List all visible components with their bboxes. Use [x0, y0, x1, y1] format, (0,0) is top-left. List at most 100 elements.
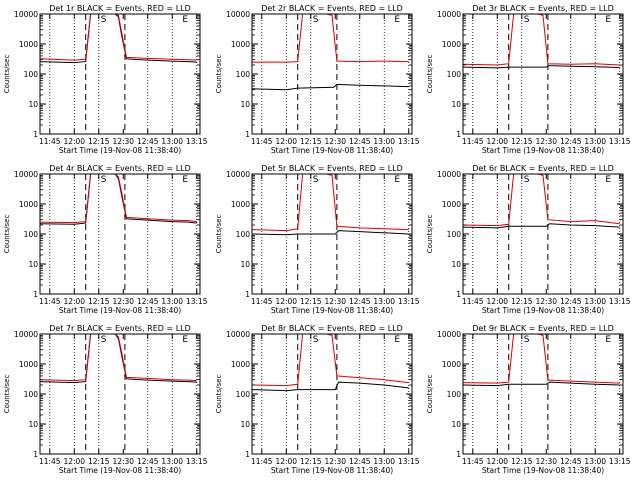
x-tick-label: 11:45: [251, 457, 273, 466]
x-tick-label: 12:00: [275, 137, 297, 146]
panel-title: Det 8r BLACK = Events, RED = LLD: [261, 324, 403, 333]
y-tick-label: 10: [451, 100, 461, 109]
y-tick-label: 10: [28, 100, 38, 109]
x-tick-label: 12:00: [486, 297, 508, 306]
lld-series: [40, 14, 197, 61]
y-tick-label: 1: [456, 450, 461, 459]
y-axis-label: Counts/sec: [3, 375, 11, 414]
lld-series: [252, 14, 409, 63]
panel-title: Det 6r BLACK = Events, RED = LLD: [472, 164, 614, 173]
y-tick-label: 100: [447, 230, 462, 239]
y-tick-label: 1: [33, 130, 38, 139]
y-tick-label: 10: [28, 420, 38, 429]
x-tick-label: 12:00: [63, 137, 85, 146]
x-tick-label: 11:45: [462, 457, 484, 466]
x-tick-label: 12:00: [486, 457, 508, 466]
x-tick-label: 12:00: [63, 297, 85, 306]
y-tick-label: 1000: [19, 40, 38, 49]
x-tick-label: 12:45: [349, 137, 371, 146]
x-tick-label: 12:45: [560, 457, 582, 466]
y-tick-label: 100: [24, 390, 39, 399]
x-axis-label: Start Time (19-Nov-08 11:38:40): [59, 466, 181, 475]
y-tick-label: 1: [245, 290, 250, 299]
lld-series: [252, 334, 409, 387]
x-tick-label: 12:30: [112, 457, 134, 466]
x-axis-label: Start Time (19-Nov-08 11:38:40): [59, 146, 181, 155]
events-series: [252, 230, 409, 236]
y-tick-label: 100: [447, 390, 462, 399]
plot-frame: [462, 333, 624, 455]
time-marker-label: S: [524, 15, 530, 25]
y-tick-label: 10000: [226, 170, 250, 179]
x-tick-label: 12:45: [349, 457, 371, 466]
plot-frame: [251, 13, 413, 135]
y-tick-label: 1000: [442, 200, 461, 209]
lld-series: [463, 14, 620, 66]
y-tick-label: 10: [240, 420, 250, 429]
events-series: [463, 65, 620, 69]
x-tick-label: 12:00: [63, 457, 85, 466]
y-tick-label: 10000: [226, 10, 250, 19]
plot-frame: [39, 13, 201, 135]
x-axis-label: Start Time (19-Nov-08 11:38:40): [271, 466, 393, 475]
x-tick-label: 11:45: [39, 297, 61, 306]
panel-title: Det 5r BLACK = Events, RED = LLD: [261, 164, 403, 173]
x-tick-label: 12:30: [112, 297, 134, 306]
y-tick-label: 1000: [442, 40, 461, 49]
y-tick-label: 10: [240, 260, 250, 269]
panel-title: Det 4r BLACK = Events, RED = LLD: [49, 164, 191, 173]
y-axis-label: Counts/sec: [426, 55, 434, 94]
time-marker-label: E: [182, 15, 188, 25]
y-tick-label: 10000: [14, 170, 38, 179]
y-axis-label: Counts/sec: [426, 215, 434, 254]
y-tick-label: 1000: [19, 360, 38, 369]
detector-panel: Det 9r BLACK = Events, RED = LLD 1 10 100 10…: [426, 324, 631, 475]
detector-panel: Det 7r BLACK = Events, RED = LLD 1 10 100 10…: [3, 324, 208, 475]
time-marker-label: E: [605, 175, 611, 185]
time-marker-label: S: [524, 175, 530, 185]
time-marker-label: S: [101, 175, 107, 185]
lld-series: [40, 174, 197, 224]
panel-title: Det 1r BLACK = Events, RED = LLD: [49, 4, 191, 13]
x-tick-label: 12:15: [511, 457, 533, 466]
x-tick-label: 12:15: [511, 297, 533, 306]
panel-title: Det 7r BLACK = Events, RED = LLD: [49, 324, 191, 333]
x-tick-label: 13:15: [186, 137, 208, 146]
x-tick-label: 12:00: [275, 457, 297, 466]
y-tick-label: 10: [451, 260, 461, 269]
x-tick-label: 12:30: [324, 457, 346, 466]
x-tick-label: 13:00: [584, 137, 606, 146]
events-series: [252, 381, 409, 392]
lld-series: [463, 174, 620, 227]
events-series: [252, 83, 409, 91]
lld-series: [40, 334, 197, 382]
y-tick-label: 100: [24, 230, 39, 239]
events-series: [40, 174, 197, 225]
events-series: [463, 381, 620, 387]
time-marker-label: E: [182, 335, 188, 345]
y-axis-label: Counts/sec: [426, 375, 434, 414]
y-tick-label: 1000: [231, 360, 250, 369]
x-tick-label: 13:15: [609, 137, 631, 146]
y-tick-label: 1: [245, 130, 250, 139]
time-marker-label: E: [394, 335, 400, 345]
plot-frame: [462, 13, 624, 135]
detector-panel: Det 5r BLACK = Events, RED = LLD 1 10 100 10…: [215, 164, 420, 315]
y-tick-label: 10000: [14, 330, 38, 339]
x-tick-label: 11:45: [251, 297, 273, 306]
x-tick-label: 12:15: [88, 297, 110, 306]
plot-frame: [462, 173, 624, 295]
x-axis-label: Start Time (19-Nov-08 11:38:40): [59, 306, 181, 315]
time-marker-label: S: [101, 15, 107, 25]
y-tick-label: 100: [236, 390, 251, 399]
x-axis-label: Start Time (19-Nov-08 11:38:40): [482, 306, 604, 315]
x-tick-label: 12:30: [112, 137, 134, 146]
y-tick-label: 10000: [437, 330, 461, 339]
x-tick-label: 13:00: [161, 297, 183, 306]
x-axis-label: Start Time (19-Nov-08 11:38:40): [271, 146, 393, 155]
x-tick-label: 11:45: [39, 137, 61, 146]
x-tick-label: 12:00: [275, 297, 297, 306]
y-tick-label: 10000: [437, 170, 461, 179]
x-tick-label: 12:15: [88, 457, 110, 466]
time-marker-label: E: [605, 335, 611, 345]
